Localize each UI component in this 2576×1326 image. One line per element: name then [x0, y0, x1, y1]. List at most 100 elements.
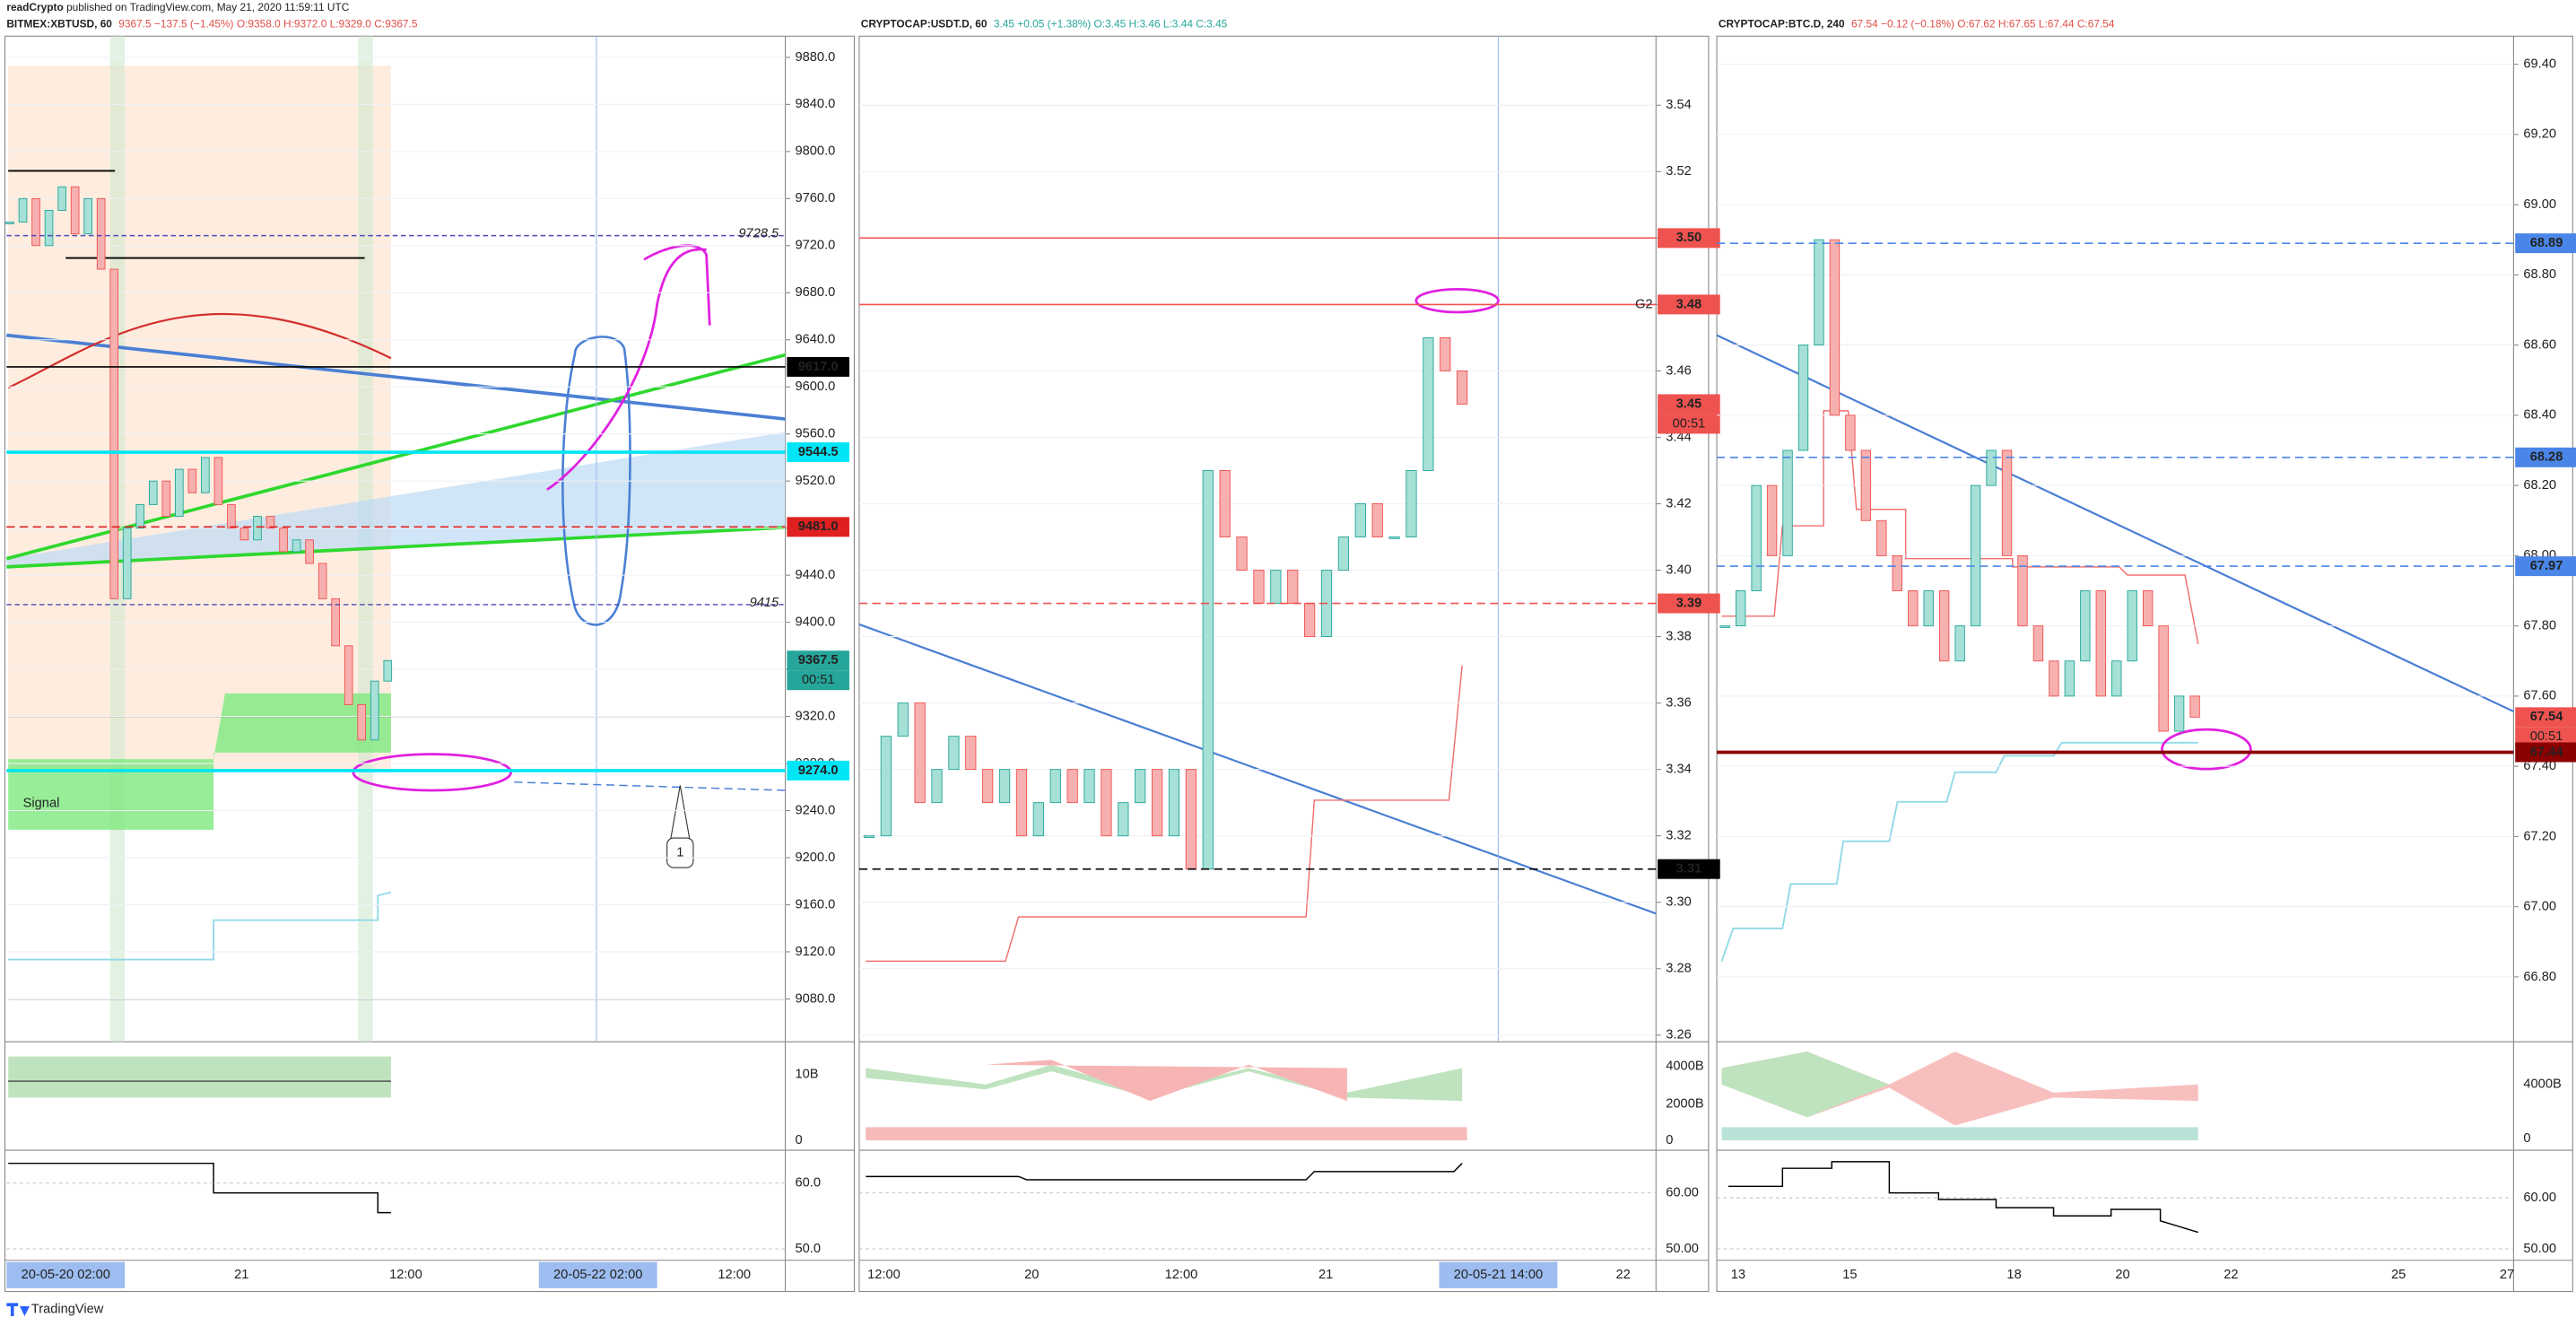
- candle: [318, 563, 327, 599]
- price-tag: [1658, 228, 1720, 249]
- time-label: 27: [2500, 1268, 2514, 1282]
- volume-tick-label: 0: [2523, 1131, 2530, 1146]
- candle: [1371, 503, 1383, 537]
- rsi-tick-label: 50.00: [2523, 1242, 2556, 1256]
- volume-tick-label: 10B: [796, 1068, 819, 1082]
- indicator-line: [1721, 410, 2199, 645]
- candle: [2080, 590, 2091, 662]
- time-label: 21: [1318, 1268, 1333, 1282]
- candle: [357, 703, 367, 741]
- candle: [1168, 769, 1180, 837]
- price-tag-label: 3.31: [1676, 862, 1702, 877]
- candle: [18, 197, 28, 223]
- publisher-name: readCrypto: [6, 1, 63, 13]
- y-tick-label: 9680.0: [796, 285, 836, 300]
- candle: [897, 702, 909, 737]
- volume-tick-label: 4000B: [1666, 1060, 1703, 1074]
- candle: [1457, 370, 1468, 405]
- candle: [279, 528, 288, 553]
- quote: 67.54 −0.12 (−0.18%) O:67.62 H:67.65 L:6…: [1851, 18, 2115, 31]
- candle: [965, 736, 977, 771]
- y-tick-label: 9800.0: [796, 144, 836, 159]
- candle: [2189, 695, 2200, 718]
- volume-bars: [866, 1127, 1467, 1141]
- price-tag: [2515, 742, 2576, 763]
- price-tag: [787, 442, 849, 463]
- candle: [1876, 519, 1887, 556]
- candle: [1236, 537, 1248, 571]
- time-label: 22: [2224, 1268, 2238, 1282]
- candle: [213, 457, 223, 505]
- y-tick-label: 9640.0: [796, 333, 836, 347]
- countdown: 00:51: [1673, 416, 1706, 431]
- rsi-line: [866, 1163, 1463, 1181]
- candle: [187, 468, 197, 493]
- y-tick-label: 68.60: [2523, 337, 2556, 352]
- footer-brand: TradingView: [31, 1303, 104, 1317]
- y-tick-label: 3.36: [1666, 695, 1692, 710]
- candle: [914, 702, 926, 804]
- cloud: [8, 65, 391, 772]
- candle: [1303, 603, 1316, 638]
- publish-info: published on TradingView.com, May 21, 20…: [66, 1, 350, 13]
- candle: [96, 197, 106, 270]
- candle: [31, 197, 40, 247]
- candle: [2017, 554, 2028, 627]
- y-tick-label: 3.28: [1666, 962, 1692, 976]
- candle: [344, 645, 353, 705]
- candle: [2111, 660, 2122, 697]
- y-tick-label: 9400.0: [796, 615, 836, 629]
- candle: [1135, 769, 1146, 804]
- candle: [201, 457, 210, 493]
- pane-frame: [858, 35, 1710, 1293]
- candle: [292, 539, 301, 553]
- price-tag: [1658, 294, 1720, 315]
- y-tick-label: 9240.0: [796, 803, 836, 817]
- candle: [863, 835, 875, 838]
- level-note: G2: [1635, 297, 1653, 311]
- time-highlight: [1439, 1261, 1558, 1288]
- candle: [998, 769, 1011, 804]
- level-label: 9728.5: [738, 227, 779, 241]
- time-label: 12:00: [389, 1268, 422, 1282]
- y-tick-label: 69.40: [2523, 57, 2556, 71]
- candle: [265, 516, 275, 529]
- price-tag: [1658, 859, 1720, 879]
- symbol: BITMEX:XBTUSD, 60: [6, 18, 112, 31]
- price-tag-label: 9274.0: [798, 763, 839, 778]
- rsi-tick-label: 50.0: [796, 1242, 822, 1256]
- candle: [1845, 414, 1856, 451]
- volume-tick-label: 4000B: [2523, 1077, 2561, 1092]
- y-tick-label: 69.20: [2523, 127, 2556, 142]
- candle: [2095, 590, 2106, 697]
- y-tick-label: 9440.0: [796, 568, 836, 582]
- candle: [1860, 449, 1872, 521]
- time-label: 20-05-21 14:00: [1454, 1268, 1543, 1282]
- y-tick-label: 3.38: [1666, 629, 1692, 643]
- candle: [2049, 660, 2059, 697]
- time-highlight: [6, 1261, 126, 1288]
- time-label: 15: [1842, 1268, 1857, 1282]
- candle: [1719, 625, 1730, 628]
- wedge-fill: [6, 432, 786, 567]
- y-tick-label: 9520.0: [796, 474, 836, 488]
- quote: 9367.5 −137.5 (−1.45%) O:9358.0 H:9372.0…: [118, 18, 418, 31]
- frames: [4, 35, 2573, 1293]
- candle: [1253, 570, 1265, 605]
- trend-line: [6, 526, 786, 569]
- candle: [122, 528, 132, 599]
- y-tick-label: 3.26: [1666, 1028, 1692, 1042]
- time-label: 12:00: [718, 1268, 751, 1282]
- y-tick-label: 3.32: [1666, 829, 1692, 843]
- candle: [880, 736, 892, 837]
- price-tag-label: 3.48: [1676, 297, 1702, 311]
- candle: [70, 186, 80, 235]
- y-tick-label: 3.34: [1666, 763, 1692, 777]
- candle: [1101, 769, 1112, 837]
- candle: [2173, 695, 2185, 732]
- symbol: CRYPTOCAP:BTC.D, 240: [1719, 18, 1845, 31]
- separators: [4, 36, 2573, 1292]
- projection-line: [514, 781, 786, 791]
- y-tick-label: 67.00: [2523, 900, 2556, 914]
